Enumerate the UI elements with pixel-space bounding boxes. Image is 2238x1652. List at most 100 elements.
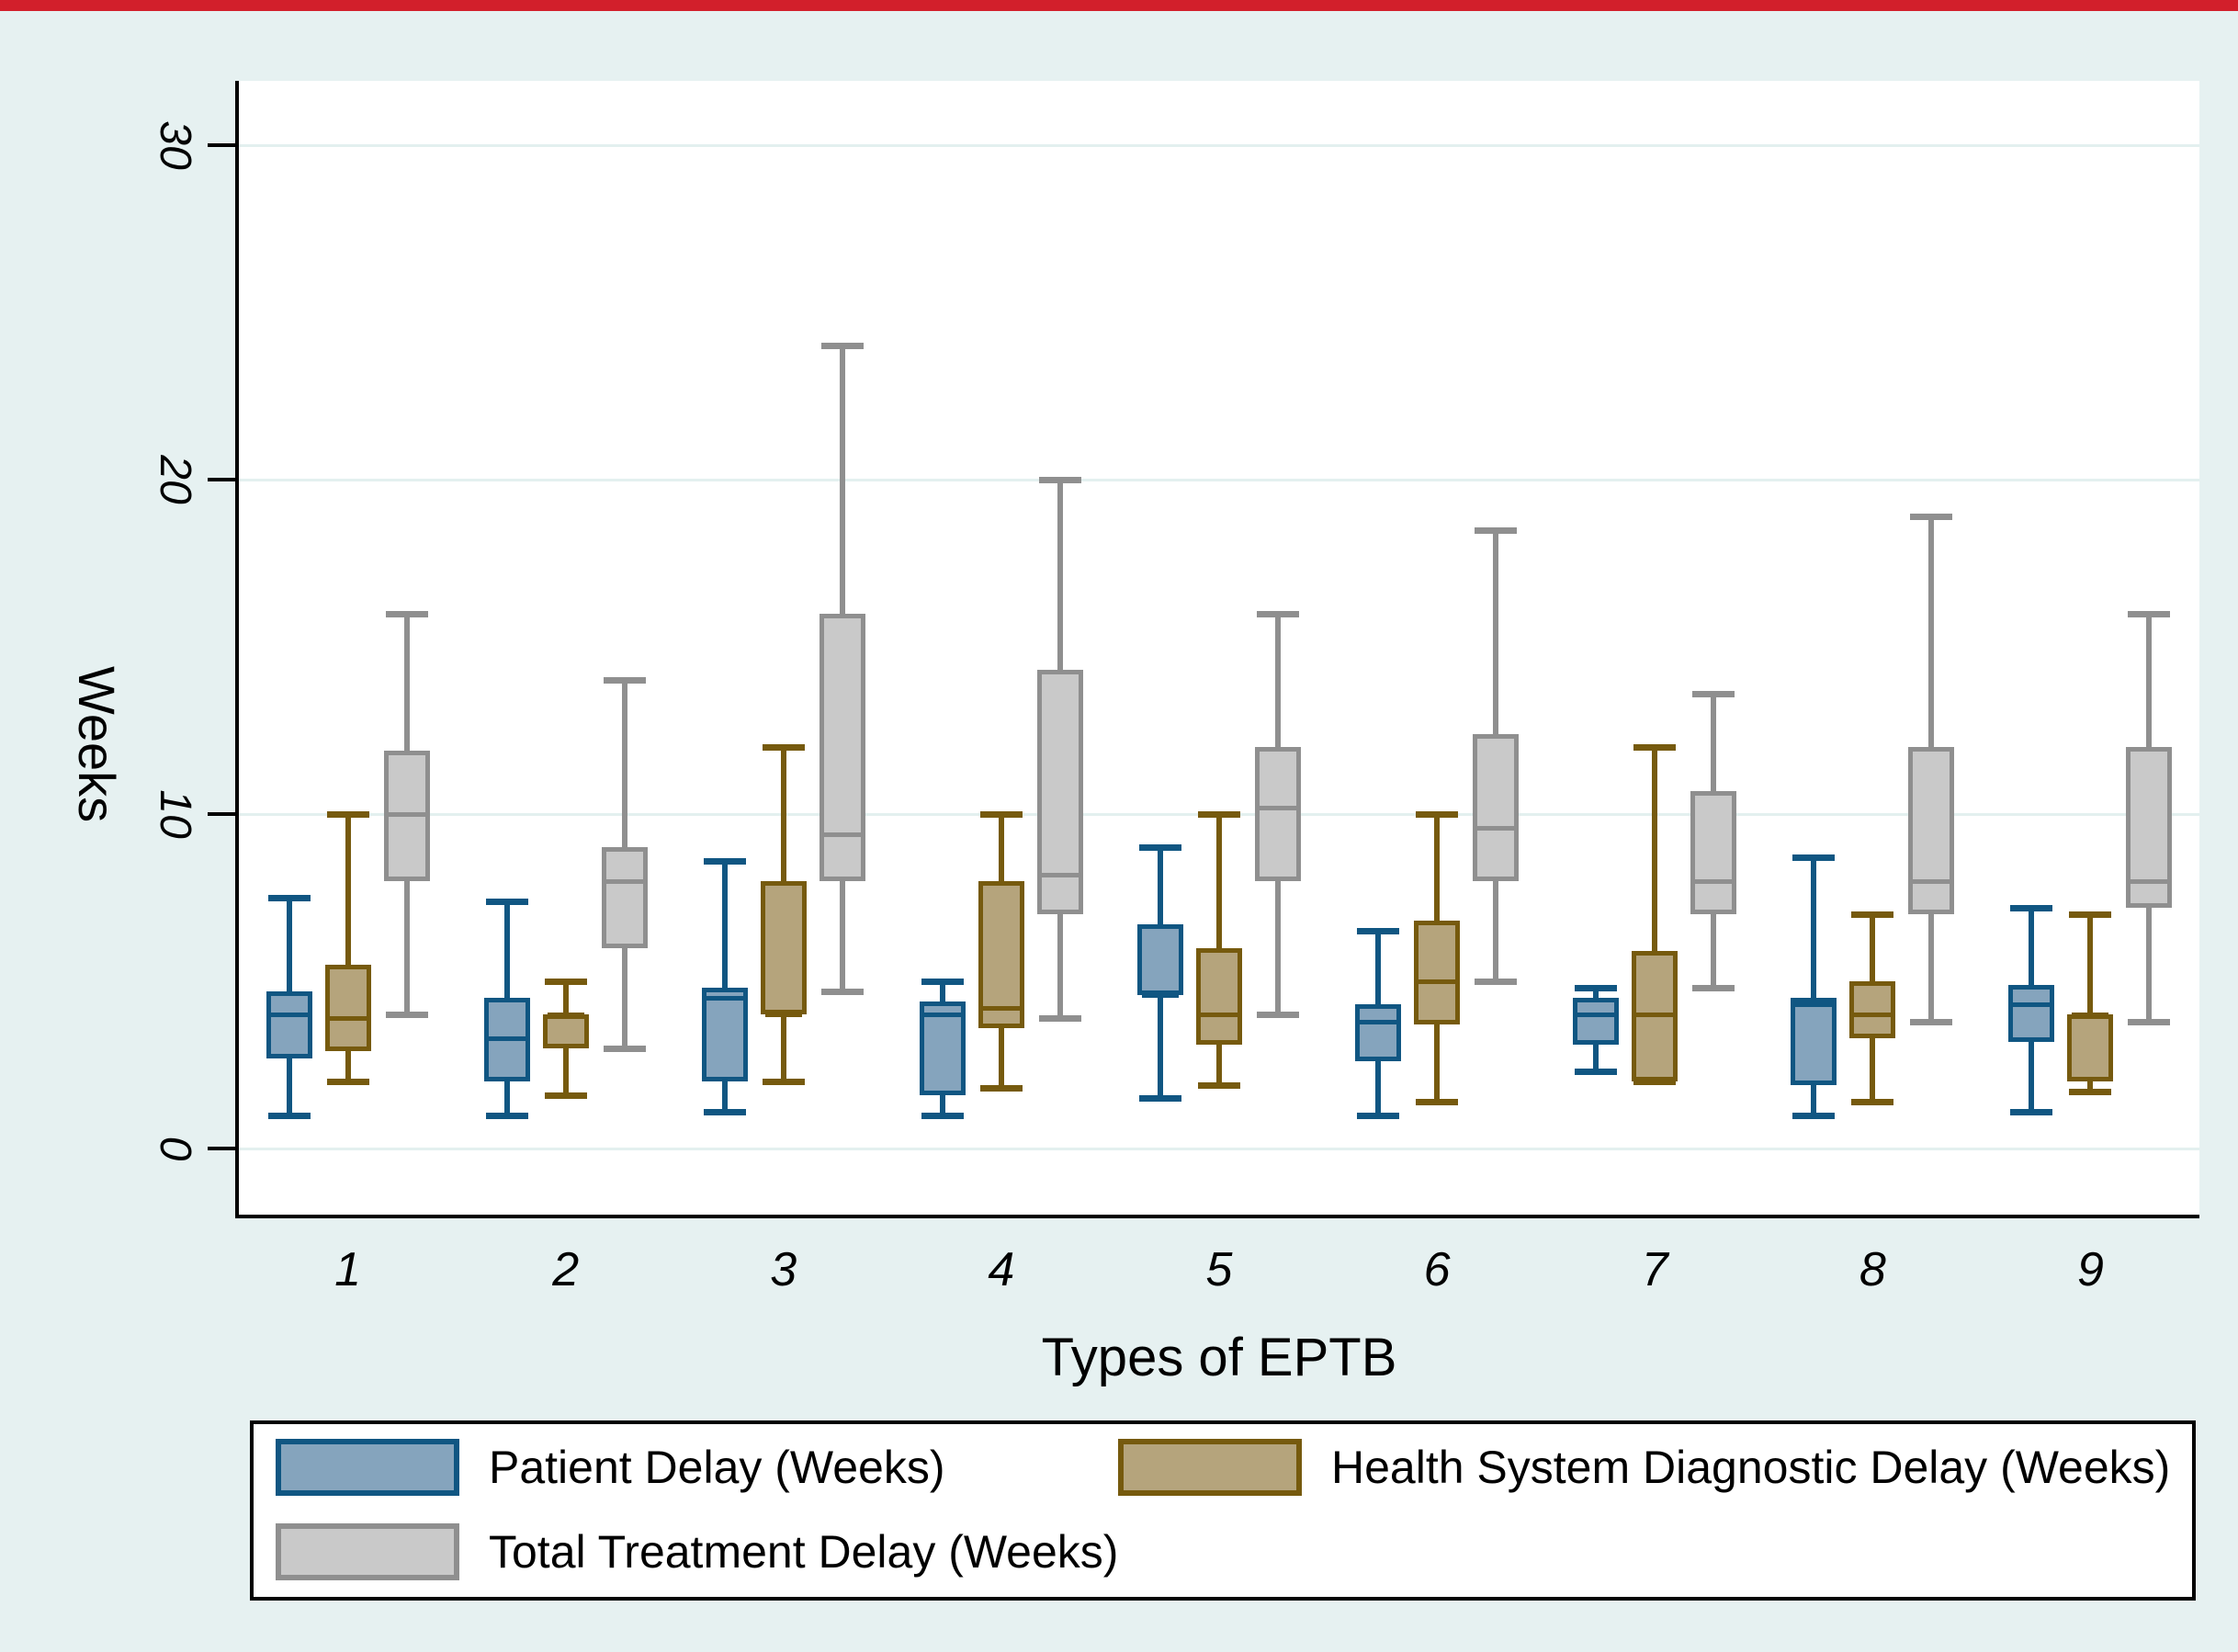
whisker-cap-min — [2128, 1018, 2171, 1025]
whisker-line — [2087, 914, 2094, 1092]
x-category-label-8: 8 — [1859, 1243, 1886, 1296]
whisker-cap-max — [603, 677, 646, 685]
legend-label-total-treatment-delay: Total Treatment Delay (Weeks) — [489, 1526, 1119, 1578]
y-tick-label-30: 30 — [151, 120, 199, 170]
whisker-cap-min — [1198, 1081, 1240, 1089]
whisker-line — [1652, 747, 1658, 1082]
whisker-cap-min — [703, 1108, 746, 1115]
median-line — [605, 878, 643, 884]
whisker-cap-min — [1575, 1069, 1618, 1076]
whisker-line — [345, 814, 351, 1082]
whisker-cap-max — [1475, 526, 1518, 534]
iqr-box — [1473, 733, 1520, 881]
whisker-cap-max — [544, 979, 587, 985]
iqr-box — [1849, 981, 1896, 1038]
whisker-cap-max — [703, 857, 746, 865]
median-line — [1041, 872, 1079, 877]
whisker-cap-max — [1792, 854, 1836, 862]
whisker-cap-min — [1257, 1012, 1299, 1019]
whisker-cap-min — [762, 1079, 805, 1086]
median-line — [764, 1013, 802, 1018]
whisker-cap-min — [385, 1012, 428, 1019]
y-tick-30 — [208, 143, 235, 147]
whisker-cap-max — [1910, 514, 1953, 521]
whisker-cap-max — [2069, 911, 2112, 919]
whisker-cap-min — [267, 1112, 311, 1119]
whisker-cap-min — [1357, 1112, 1400, 1119]
median-line — [2013, 1002, 2051, 1008]
whisker-cap-min — [1038, 1015, 1081, 1023]
median-line — [1913, 878, 1950, 884]
median-line — [823, 832, 861, 837]
iqr-box — [1414, 921, 1461, 1025]
whisker-cap-max — [326, 811, 369, 818]
y-tick-0 — [208, 1147, 235, 1150]
whisker-cap-max — [1038, 477, 1081, 483]
median-line — [1360, 1019, 1397, 1024]
x-category-label-1: 1 — [334, 1243, 361, 1296]
iqr-box — [1036, 670, 1083, 915]
whisker-cap-min — [1139, 1095, 1181, 1103]
whisker-cap-max — [1357, 928, 1400, 935]
whisker-cap-max — [1851, 911, 1894, 919]
whisker-cap-min — [1416, 1099, 1459, 1106]
whisker-cap-min — [544, 1092, 587, 1099]
y-tick-label-0: 0 — [151, 1136, 199, 1161]
x-category-label-7: 7 — [1641, 1243, 1668, 1296]
median-line — [1795, 1002, 1833, 1008]
whisker-cap-min — [326, 1079, 369, 1086]
whisker-line — [721, 860, 728, 1112]
x-category-label-4: 4 — [988, 1243, 1015, 1296]
median-line — [1636, 1013, 1674, 1018]
whisker-cap-max — [1633, 744, 1677, 752]
whisker-cap-max — [1198, 811, 1240, 818]
median-line — [388, 812, 425, 817]
whisker-cap-min — [1692, 985, 1735, 992]
iqr-box — [601, 847, 648, 948]
iqr-box — [1908, 747, 1955, 915]
median-line — [1419, 979, 1456, 984]
median-line — [982, 1006, 1020, 1012]
legend-box: Patient Delay (Weeks) Health System Diag… — [250, 1420, 2196, 1601]
gridline-0 — [239, 1148, 2199, 1150]
whisker-cap-max — [1257, 610, 1299, 617]
y-tick-20 — [208, 478, 235, 481]
median-line — [1695, 878, 1733, 884]
whisker-cap-max — [385, 610, 428, 617]
whisker-cap-max — [2128, 610, 2171, 617]
median-line — [923, 1013, 961, 1018]
y-tick-10 — [208, 812, 235, 816]
iqr-box — [1137, 924, 1183, 995]
legend-label-patient-delay: Patient Delay (Weeks) — [489, 1442, 945, 1493]
median-line — [1260, 805, 1296, 810]
median-line — [2072, 1013, 2109, 1018]
median-line — [1142, 992, 1179, 998]
x-category-label-5: 5 — [1205, 1243, 1233, 1296]
whisker-cap-max — [2010, 904, 2053, 911]
median-line — [1477, 825, 1515, 831]
gridline-30 — [239, 144, 2199, 147]
iqr-box — [1573, 998, 1620, 1046]
iqr-box — [760, 880, 807, 1015]
whisker-cap-min — [1633, 1079, 1677, 1086]
iqr-box — [2008, 984, 2055, 1042]
iqr-box — [1690, 790, 1737, 915]
whisker-cap-max — [820, 343, 864, 350]
whisker-cap-max — [921, 979, 964, 985]
whisker-cap-min — [1792, 1112, 1836, 1119]
median-line — [1201, 1013, 1238, 1018]
median-line — [1854, 1013, 1892, 1018]
median-line — [329, 1016, 367, 1022]
median-line — [547, 1013, 584, 1018]
y-axis-line — [235, 81, 239, 1218]
iqr-box — [1355, 1004, 1402, 1062]
whisker-cap-max — [979, 811, 1023, 818]
whisker-cap-max — [1139, 844, 1181, 852]
x-axis-title: Types of EPTB — [1041, 1328, 1397, 1387]
whisker-cap-min — [485, 1112, 528, 1119]
median-line — [488, 1035, 526, 1041]
iqr-box — [542, 1014, 589, 1048]
whisker-cap-min — [1910, 1018, 1953, 1025]
legend-swatch-health-system-delay — [1118, 1439, 1302, 1496]
top-red-strip — [0, 0, 2238, 11]
